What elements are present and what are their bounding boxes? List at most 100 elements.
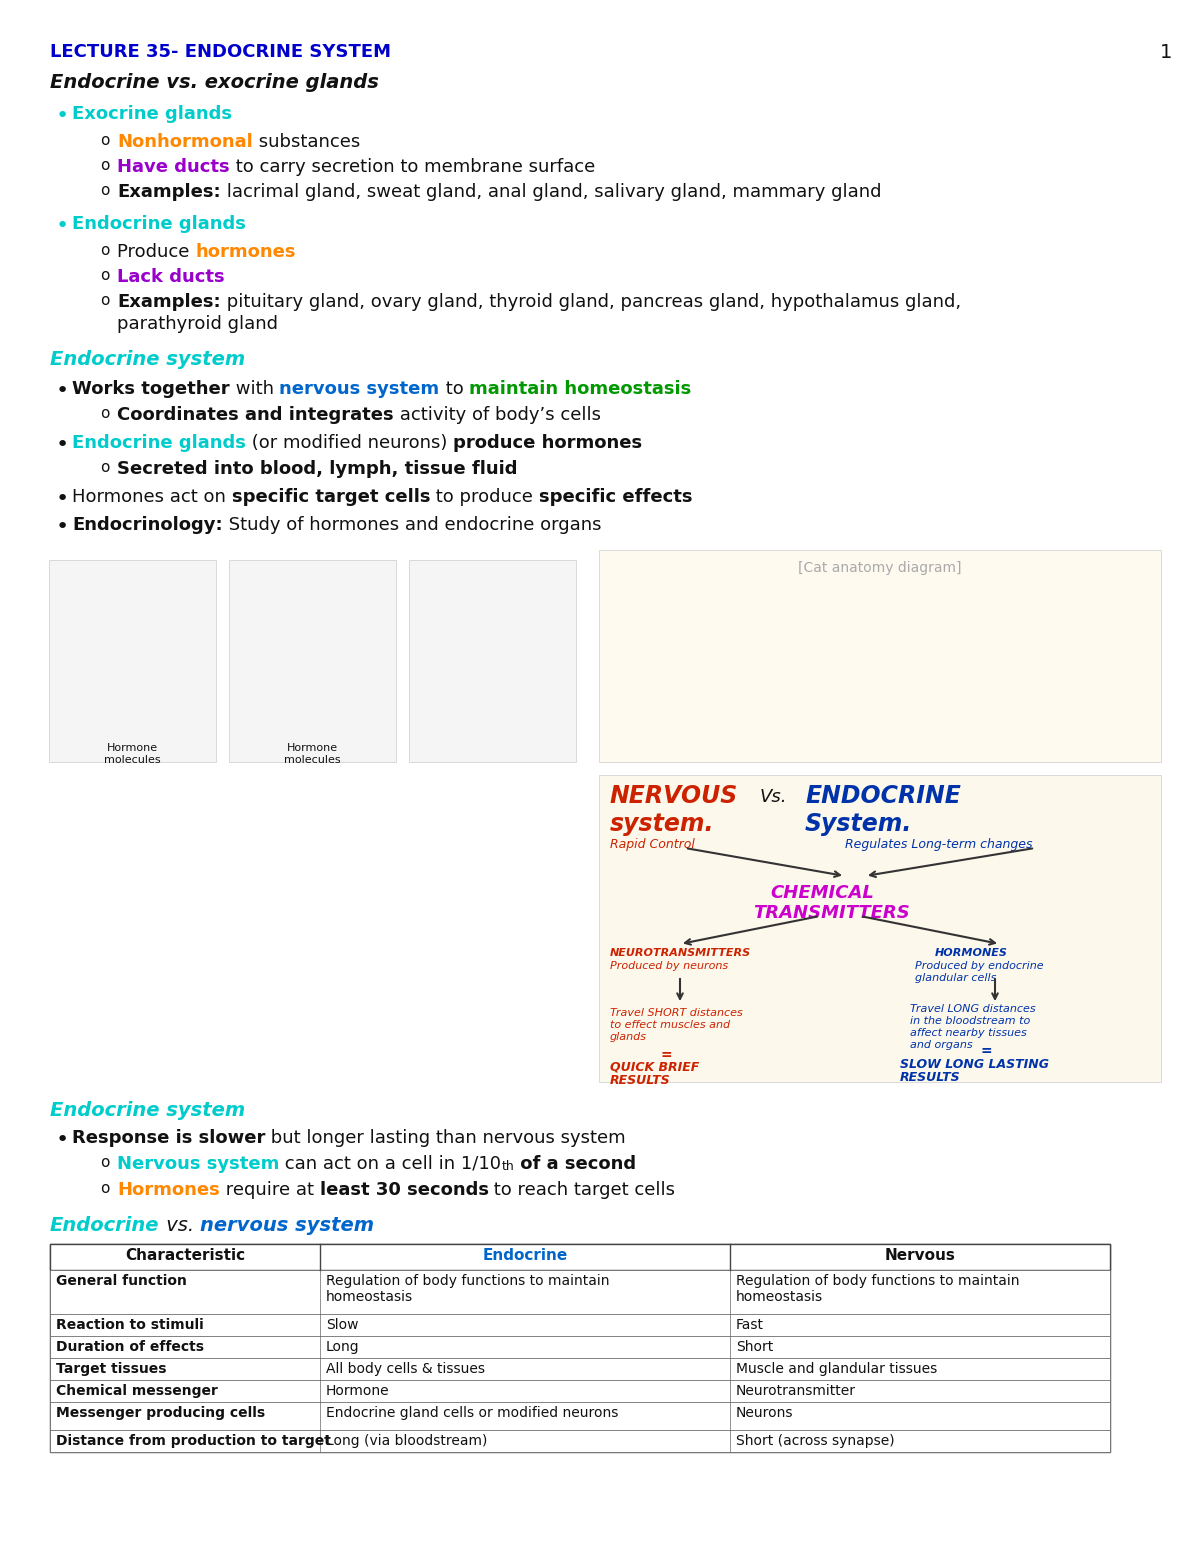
Text: Fast: Fast [736, 1318, 764, 1332]
Text: •: • [56, 216, 70, 236]
Text: Endocrine system: Endocrine system [50, 349, 245, 370]
Text: Slow: Slow [326, 1318, 359, 1332]
Text: Nervous: Nervous [884, 1249, 955, 1263]
Text: •: • [56, 489, 70, 509]
Text: Produce: Produce [118, 242, 196, 261]
Text: All body cells & tissues: All body cells & tissues [326, 1362, 485, 1376]
Text: nervous system: nervous system [280, 380, 439, 398]
Text: Hormone: Hormone [326, 1384, 390, 1398]
Bar [50, 1244, 1110, 1452]
Text: to carry secretion to membrane surface: to carry secretion to membrane surface [229, 158, 595, 175]
Bar [50, 1357, 1110, 1381]
Text: to: to [439, 380, 469, 398]
Text: Regulation of body functions to maintain
homeostasis: Regulation of body functions to maintain… [326, 1273, 610, 1305]
Bar [50, 1430, 1110, 1452]
Text: produce hormones: produce hormones [454, 433, 642, 452]
Text: HORMONES: HORMONES [935, 947, 1008, 958]
Bar [50, 1270, 1110, 1314]
Text: QUICK BRIEF: QUICK BRIEF [610, 1061, 700, 1075]
Text: glandular cells: glandular cells [916, 974, 996, 983]
Text: can act on a cell in 1/10: can act on a cell in 1/10 [280, 1155, 502, 1173]
Bar [50, 1244, 1110, 1270]
Text: Examples:: Examples: [118, 183, 221, 200]
Text: Endocrine: Endocrine [482, 1249, 568, 1263]
Text: system.: system. [610, 812, 714, 836]
Text: Coordinates and integrates: Coordinates and integrates [118, 405, 394, 424]
Text: •: • [56, 517, 70, 537]
Text: in the bloodstream to: in the bloodstream to [910, 1016, 1031, 1027]
Text: •: • [56, 1131, 70, 1151]
Bar [50, 1314, 1110, 1336]
Text: Rapid Control: Rapid Control [610, 839, 695, 851]
Text: Distance from production to target: Distance from production to target [56, 1433, 331, 1447]
Text: =: = [980, 1044, 991, 1058]
Text: to produce: to produce [430, 488, 539, 506]
Text: (or modified neurons): (or modified neurons) [246, 433, 454, 452]
Text: Hormone
molecules: Hormone molecules [283, 742, 341, 764]
Bar [50, 1381, 1110, 1402]
Text: Endocrine glands: Endocrine glands [72, 214, 246, 233]
Text: maintain homeostasis: maintain homeostasis [469, 380, 691, 398]
Text: o: o [100, 134, 109, 148]
Text: and organs: and organs [910, 1041, 973, 1050]
Text: Nervous system: Nervous system [118, 1155, 280, 1173]
Text: Secreted into blood, lymph, tissue fluid: Secreted into blood, lymph, tissue fluid [118, 460, 517, 478]
Text: Endocrine glands: Endocrine glands [72, 433, 246, 452]
Text: SLOW LONG LASTING: SLOW LONG LASTING [900, 1058, 1049, 1072]
Text: Nonhormonal: Nonhormonal [118, 134, 253, 151]
Text: Short (across synapse): Short (across synapse) [736, 1433, 895, 1447]
Text: Endocrine gland cells or modified neurons: Endocrine gland cells or modified neuron… [326, 1405, 618, 1419]
Text: Travel LONG distances: Travel LONG distances [910, 1003, 1036, 1014]
Text: 1: 1 [1160, 43, 1172, 62]
Text: hormones: hormones [196, 242, 295, 261]
Text: Endocrinology:: Endocrinology: [72, 516, 223, 534]
Bar [50, 1336, 1110, 1357]
Text: o: o [100, 294, 109, 307]
Text: Neurotransmitter: Neurotransmitter [736, 1384, 856, 1398]
Text: to effect muscles and: to effect muscles and [610, 1020, 730, 1030]
Text: •: • [56, 435, 70, 455]
Text: Endocrine vs. exocrine glands: Endocrine vs. exocrine glands [50, 73, 379, 92]
Text: TRANSMITTERS: TRANSMITTERS [754, 904, 910, 922]
Text: o: o [100, 242, 109, 258]
Text: Duration of effects: Duration of effects [56, 1340, 204, 1354]
Text: activity of body’s cells: activity of body’s cells [394, 405, 601, 424]
Text: Muscle and glandular tissues: Muscle and glandular tissues [736, 1362, 937, 1376]
Text: Study of hormones and endocrine organs: Study of hormones and endocrine organs [223, 516, 601, 534]
Text: Lack ducts: Lack ducts [118, 269, 224, 286]
Text: o: o [100, 158, 109, 172]
Text: Travel SHORT distances: Travel SHORT distances [610, 1008, 743, 1019]
Text: Examples:: Examples: [118, 294, 221, 311]
Text: Exocrine glands: Exocrine glands [72, 106, 232, 123]
Text: Long (via bloodstream): Long (via bloodstream) [326, 1433, 487, 1447]
FancyBboxPatch shape [599, 775, 1162, 1082]
Bar [50, 1402, 1110, 1430]
Text: parathyroid gland: parathyroid gland [118, 315, 278, 332]
Text: o: o [100, 269, 109, 283]
Text: ENDOCRINE: ENDOCRINE [805, 784, 961, 808]
Text: o: o [100, 1155, 109, 1169]
Text: Neurons: Neurons [736, 1405, 793, 1419]
Text: Regulation of body functions to maintain
homeostasis: Regulation of body functions to maintain… [736, 1273, 1020, 1305]
Text: lacrimal gland, sweat gland, anal gland, salivary gland, mammary gland: lacrimal gland, sweat gland, anal gland,… [221, 183, 881, 200]
Text: LECTURE 35- ENDOCRINE SYSTEM: LECTURE 35- ENDOCRINE SYSTEM [50, 43, 391, 61]
Text: Endocrine: Endocrine [50, 1216, 160, 1235]
Text: with: with [229, 380, 280, 398]
Text: NEUROTRANSMITTERS: NEUROTRANSMITTERS [610, 947, 751, 958]
Text: CHEMICAL: CHEMICAL [770, 884, 874, 902]
Text: Endocrine system: Endocrine system [50, 1101, 245, 1120]
Text: specific effects: specific effects [539, 488, 692, 506]
FancyBboxPatch shape [599, 550, 1162, 763]
Text: •: • [56, 106, 70, 126]
Text: th: th [502, 1160, 514, 1173]
Text: o: o [100, 1180, 109, 1196]
Text: vs.: vs. [160, 1216, 200, 1235]
Text: Characteristic: Characteristic [125, 1249, 245, 1263]
Text: RESULTS: RESULTS [900, 1072, 961, 1084]
Text: substances: substances [253, 134, 360, 151]
Text: Response is slower: Response is slower [72, 1129, 265, 1148]
Text: Messenger producing cells: Messenger producing cells [56, 1405, 265, 1419]
Text: affect nearby tissues: affect nearby tissues [910, 1028, 1027, 1037]
Text: of a second: of a second [514, 1155, 636, 1173]
Text: Long: Long [326, 1340, 360, 1354]
